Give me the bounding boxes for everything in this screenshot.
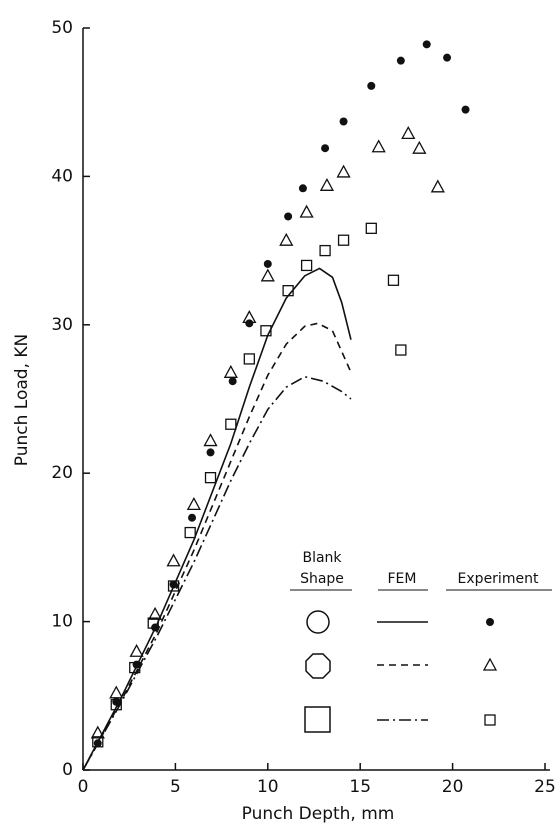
y-tick-label: 10 xyxy=(51,612,73,632)
data-point xyxy=(422,40,431,49)
data-point xyxy=(396,56,405,65)
data-point xyxy=(395,344,407,356)
data-point xyxy=(242,310,257,324)
data-point xyxy=(284,212,293,221)
legend-marker xyxy=(484,714,496,726)
x-tick-label: 0 xyxy=(78,777,89,797)
legend-shape xyxy=(305,653,331,679)
fem-line xyxy=(82,375,352,771)
y-tick-label: 40 xyxy=(51,166,73,186)
legend-marker xyxy=(486,618,494,626)
data-point xyxy=(188,513,197,522)
data-point xyxy=(371,139,386,153)
x-tick-label: 5 xyxy=(170,777,181,797)
data-point xyxy=(279,232,294,246)
data-point xyxy=(260,325,272,337)
y-tick-label: 20 xyxy=(51,463,73,483)
data-point xyxy=(186,497,201,511)
data-point xyxy=(110,699,122,711)
data-point xyxy=(169,580,178,589)
legend-header: Experiment xyxy=(458,571,539,587)
data-point xyxy=(321,144,330,153)
data-point xyxy=(243,353,255,365)
data-point xyxy=(339,117,348,126)
legend-header: Shape xyxy=(300,571,344,587)
data-point xyxy=(263,259,272,268)
data-point xyxy=(166,553,181,567)
data-point xyxy=(147,617,159,629)
data-point xyxy=(129,661,141,674)
legend-shape xyxy=(304,706,331,733)
data-point xyxy=(245,319,254,328)
legend-marker xyxy=(482,657,498,671)
data-point xyxy=(92,736,104,748)
y-tick-label: 50 xyxy=(51,18,73,38)
x-axis-label: Punch Depth, mm xyxy=(242,804,395,824)
x-tick-label: 10 xyxy=(257,777,279,797)
data-point xyxy=(93,739,102,748)
data-point xyxy=(204,472,217,484)
data-point xyxy=(337,234,350,246)
legend-shape xyxy=(306,610,330,634)
data-point xyxy=(223,364,238,378)
data-point xyxy=(367,81,376,90)
data-point xyxy=(412,140,427,154)
data-point xyxy=(167,580,180,592)
data-point xyxy=(129,643,144,657)
y-axis-label: Punch Load, KN xyxy=(12,334,32,466)
y-tick-label: 0 xyxy=(62,760,73,780)
data-point xyxy=(336,164,351,178)
x-tick-label: 25 xyxy=(534,777,556,797)
fem-line xyxy=(82,267,352,771)
data-point xyxy=(365,222,377,234)
data-point xyxy=(319,177,335,191)
x-tick-label: 15 xyxy=(349,777,371,797)
data-point xyxy=(282,285,294,297)
data-point xyxy=(147,606,163,620)
data-point xyxy=(387,274,400,286)
legend: Blank Shape FEM Experiment xyxy=(290,550,552,733)
y-tick-label: 30 xyxy=(51,315,73,335)
x-tick-label: 20 xyxy=(442,777,464,797)
data-point xyxy=(112,697,121,706)
data-point xyxy=(206,448,215,457)
data-point xyxy=(461,105,470,114)
data-point xyxy=(443,53,452,62)
data-point xyxy=(430,179,445,193)
data-point xyxy=(401,126,416,140)
data-point xyxy=(109,685,124,699)
data-point xyxy=(319,244,331,257)
data-point xyxy=(184,526,196,539)
fem-line xyxy=(82,322,352,771)
legend-header: Blank xyxy=(302,550,342,566)
data-point xyxy=(260,268,275,282)
legend-header: FEM xyxy=(388,571,417,587)
data-point xyxy=(300,259,313,272)
data-point xyxy=(203,433,218,447)
data-point xyxy=(225,418,237,430)
data-point xyxy=(299,204,314,218)
data-point xyxy=(298,184,307,193)
data-point xyxy=(90,725,105,739)
data-point xyxy=(228,377,237,386)
